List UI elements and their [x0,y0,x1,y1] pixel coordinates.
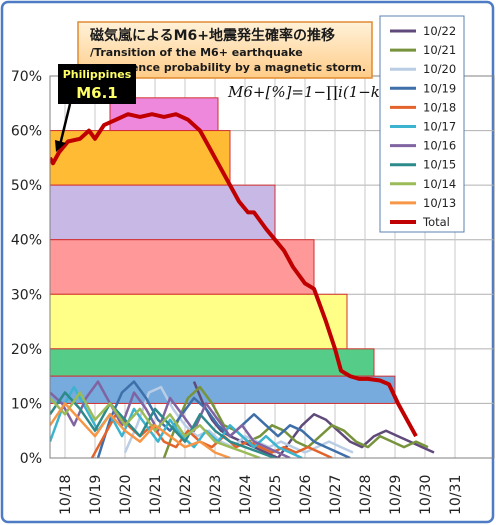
x-tick-label: 10/19 [88,475,104,515]
legend-label: 10/13 [423,196,456,210]
formula: M6+[%]=1−∏i(1−ki) [227,83,391,101]
legend-label: 10/15 [423,158,456,172]
x-tick-label: 10/21 [148,475,164,515]
annotation-magnitude: M6.1 [76,84,118,102]
series-line-10-16 [50,380,291,458]
legend-label: 10/22 [423,24,456,38]
legend-label: 10/21 [423,43,456,57]
legend-label: Total [422,215,450,229]
y-axis-labels: 0% 10% 20% 30% 40% 50% 60% 70% [11,69,42,467]
x-tick-label: 10/29 [388,475,404,515]
x-tick-label: 10/28 [358,475,374,515]
x-tick-label: 10/30 [418,475,434,515]
x-tick-label: 10/22 [178,475,194,515]
series-line-10-20 [123,385,354,454]
total-line [50,112,418,438]
annotation-arrow [58,103,72,146]
legend-box [379,15,465,233]
series-line-10-13 [50,402,231,458]
title-line-2: /Transition of the M6+ earthquake [90,46,303,59]
title-line-3: occurrence probability by a magnetic sto… [92,62,366,74]
legend-label: 10/17 [423,120,456,134]
band-yellow [50,293,348,350]
x-tick-label: 10/27 [328,475,344,515]
total-line-group [50,112,418,438]
y-tick-label: 70% [11,69,42,85]
series-line-10-17 [50,385,303,458]
title-line-1: 磁気嵐によるM6+地震発生確率の推移 [90,27,335,44]
y-tick-label: 50% [11,178,42,194]
legend-label: 10/20 [423,62,456,76]
x-tick-label: 10/20 [118,475,134,515]
band-green [50,348,375,377]
annotation-box [58,64,136,104]
annotation: Philippines M6.1 [55,64,136,152]
x-tick-label: 10/25 [268,475,284,515]
x-tick-label: 10/31 [448,475,464,515]
series-line-10-19 [96,380,351,458]
legend: 10/22 10/21 10/20 10/19 10/18 10/17 10/16 10/15… [379,15,465,233]
x-tick-label: 10/24 [238,475,254,515]
x-tick-label: 10/26 [298,475,314,515]
y-tick-label: 40% [11,233,42,249]
x-tick-label: 10/18 [58,475,74,515]
y-tick-label: 20% [11,342,42,358]
series-lines [50,380,435,458]
y-tick-label: 10% [11,396,42,412]
y-tick-label: 30% [11,287,42,303]
x-axis-labels: 10/18 10/19 10/20 10/21 10/22 10/23 10/24 10/25… [58,475,464,515]
series-line-10-14 [50,391,261,458]
band-lavender [50,184,276,241]
legend-label: 10/14 [423,177,456,191]
band-salmon [50,239,315,295]
series-line-10-15 [50,391,276,458]
legend-label: 10/16 [423,139,456,153]
annotation-place: Philippines [63,68,132,81]
legend-label: 10/19 [423,81,456,95]
series-line-10-21 [162,385,429,458]
y-tick-label: 0% [20,451,42,467]
annotation-arrowhead [55,140,66,152]
legend-label: 10/18 [423,100,456,114]
x-tick-label: 10/23 [208,475,224,515]
y-tick-label: 60% [11,124,42,140]
